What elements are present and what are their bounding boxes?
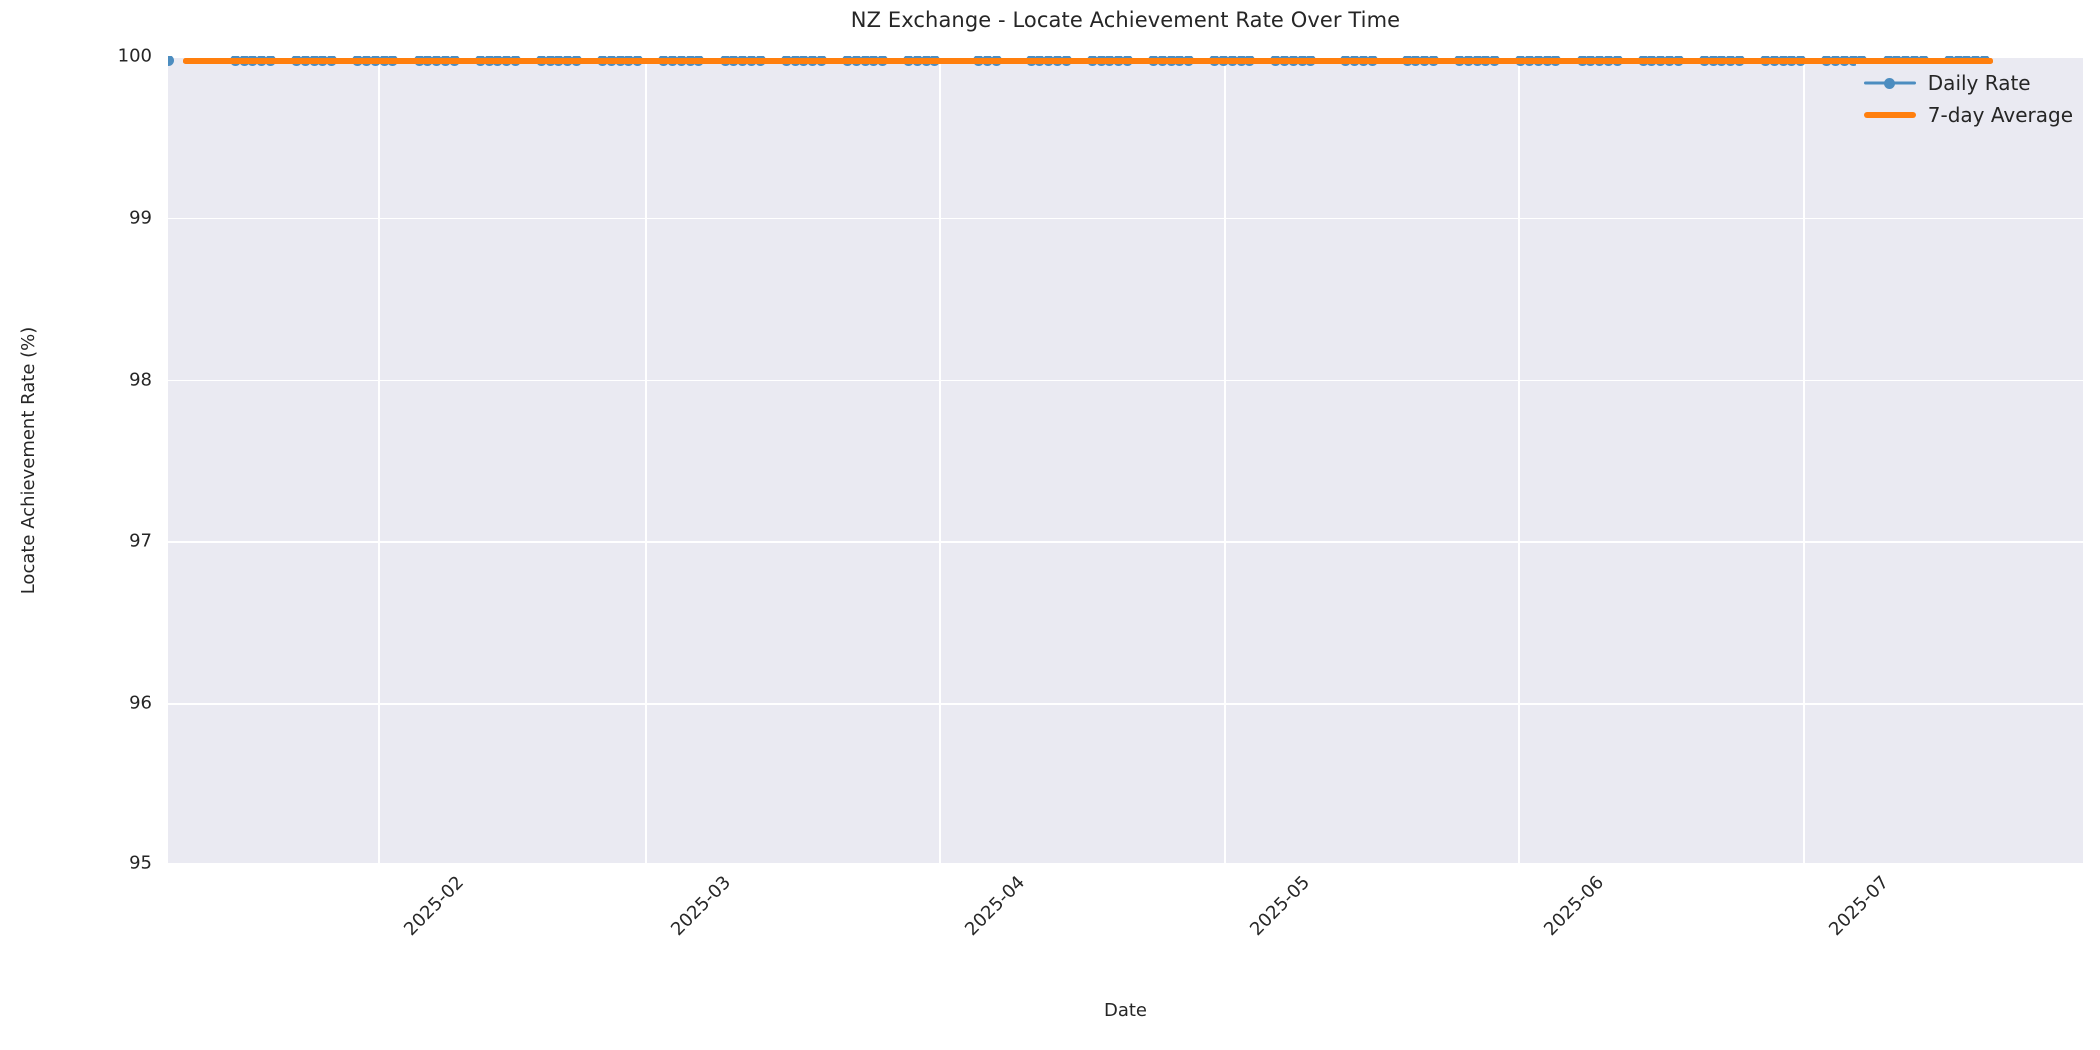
legend-item-daily-rate[interactable]: Daily Rate	[1863, 70, 2073, 96]
gridline-x-2025-05	[1224, 56, 1226, 865]
gridline-x-2025-02	[378, 56, 380, 865]
plot-area	[168, 56, 2083, 865]
ytick-label-97: 97	[129, 530, 152, 552]
ytick-label-95: 95	[129, 852, 152, 874]
gridline-y-96	[168, 703, 2083, 705]
ytick-label-100: 100	[117, 45, 152, 67]
xtick-text: 2025-05	[1246, 872, 1315, 941]
gridline-y-98	[168, 379, 2083, 382]
xtick-text: 2025-04	[961, 872, 1030, 941]
xtick-label-2025-07: 2025-07	[1825, 872, 1893, 940]
chart-title: NZ Exchange - Locate Achievement Rate Ov…	[850, 8, 1401, 32]
data-point-daily-rate	[168, 56, 174, 66]
xtick-text: 2025-07	[1825, 872, 1894, 941]
xtick-label-2025-03: 2025-03	[667, 872, 735, 940]
legend-item-7day-average[interactable]: 7-day Average	[1863, 102, 2073, 128]
xtick-text: 2025-02	[400, 872, 469, 941]
legend-label-7day-average: 7-day Average	[1927, 103, 2073, 127]
ytick-label-99: 99	[129, 207, 152, 229]
legend-label-daily-rate: Daily Rate	[1927, 71, 2031, 95]
xtick-label-2025-04: 2025-04	[961, 872, 1029, 940]
ytick-label-96: 96	[129, 692, 152, 714]
gridline-y-99	[168, 217, 2083, 220]
legend-swatch-daily-rate-icon	[1863, 73, 1916, 93]
x-axis-label: Date	[1103, 1000, 1148, 1021]
y-axis-label: Locate Achievement Rate (%)	[18, 326, 39, 595]
xtick-label-2025-02: 2025-02	[400, 872, 468, 940]
ytick-label-98: 98	[129, 369, 152, 391]
chart-legend: Daily Rate 7-day Average	[1855, 64, 2083, 134]
legend-swatch-7day-average-icon	[1863, 105, 1916, 125]
gridline-y-95	[168, 863, 2083, 865]
gridline-x-2025-03	[645, 56, 647, 865]
xtick-text: 2025-06	[1540, 872, 1609, 941]
xtick-label-2025-06: 2025-06	[1540, 872, 1608, 940]
gridline-y-97	[168, 541, 2083, 543]
series-line-7day-average	[183, 58, 1993, 64]
xtick-label-2025-05: 2025-05	[1246, 872, 1314, 940]
gridline-x-2025-06	[1518, 56, 1520, 865]
gridline-x-2025-07	[1803, 56, 1805, 865]
xtick-text: 2025-03	[667, 872, 736, 941]
gridline-x-2025-04	[939, 56, 941, 865]
